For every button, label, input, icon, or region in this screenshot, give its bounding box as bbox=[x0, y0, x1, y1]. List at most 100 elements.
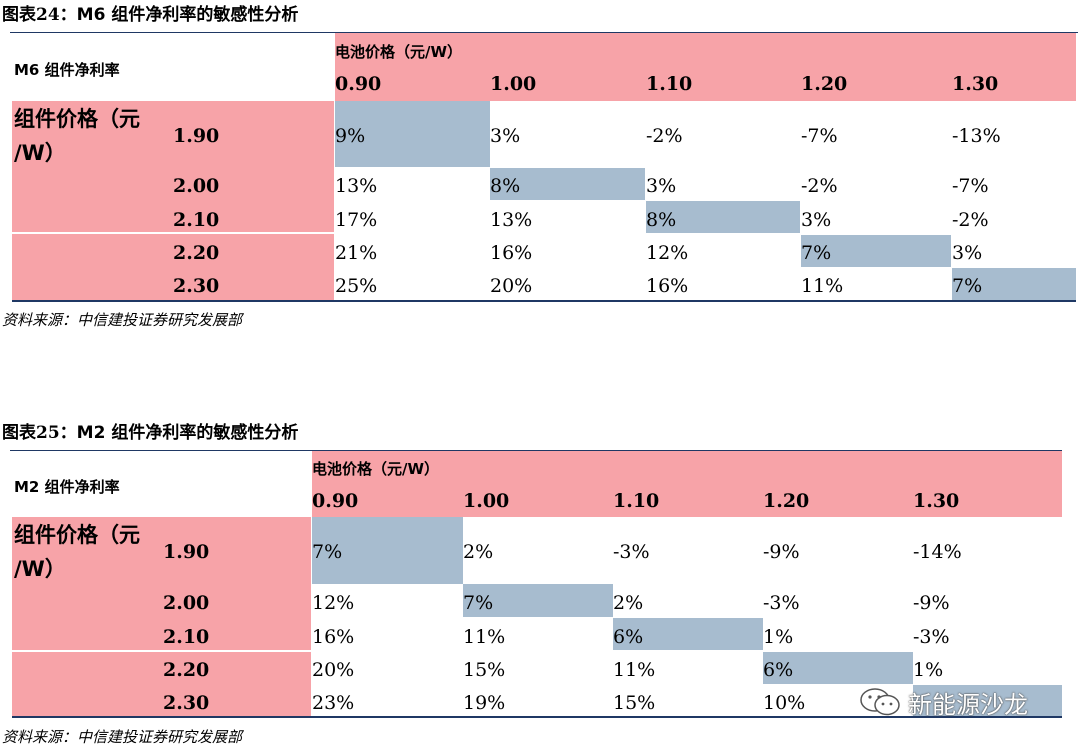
table-cell: 21% bbox=[335, 242, 378, 264]
table-cell: 15% bbox=[613, 692, 656, 714]
row-header-label: 组件价格（元 bbox=[14, 523, 140, 547]
table-cell: 17% bbox=[335, 209, 378, 231]
table-cell: -14% bbox=[913, 541, 962, 563]
table-cell: 23% bbox=[312, 692, 355, 714]
table-cell: -7% bbox=[952, 175, 989, 197]
table-cell: 13% bbox=[490, 209, 533, 231]
table-cell: -9% bbox=[763, 541, 800, 563]
row-value: 2.10 bbox=[163, 626, 210, 648]
table-cell: 10% bbox=[763, 692, 806, 714]
row-value: 2.30 bbox=[163, 692, 210, 714]
row-divider bbox=[12, 232, 334, 234]
table-cell: 16% bbox=[646, 275, 689, 297]
table-caption: 图表25：M2 组件净利率的敏感性分析 bbox=[2, 423, 299, 443]
table-cell: 16% bbox=[312, 626, 355, 648]
table-cell: 1% bbox=[763, 626, 794, 648]
diagonal-highlight bbox=[763, 652, 913, 684]
col-header-label: 电池价格（元/W） bbox=[335, 43, 463, 61]
row-header-label: /W） bbox=[14, 141, 66, 165]
col-header-band bbox=[335, 33, 1076, 101]
top-rule bbox=[10, 32, 1078, 33]
col-header-label: 电池价格（元/W） bbox=[312, 460, 440, 478]
table-cell: -7% bbox=[801, 125, 838, 147]
row-value: 2.00 bbox=[173, 175, 220, 197]
table-cell: -3% bbox=[763, 592, 800, 614]
bottom-rule bbox=[12, 300, 1076, 302]
table-cell: 12% bbox=[646, 242, 689, 264]
table-cell: 9% bbox=[335, 125, 366, 147]
col-value: 1.00 bbox=[490, 73, 537, 95]
diagonal-highlight bbox=[335, 101, 490, 167]
table-cell: -3% bbox=[913, 626, 950, 648]
diagonal-highlight bbox=[952, 268, 1076, 300]
row-value: 2.30 bbox=[173, 275, 220, 297]
table-cell: 20% bbox=[312, 659, 355, 681]
table-cell: 12% bbox=[312, 592, 355, 614]
watermark-text: 新能源沙龙 bbox=[908, 690, 1028, 719]
table-cell: 3% bbox=[952, 242, 983, 264]
table-cell: 8% bbox=[646, 209, 677, 231]
table-cell: 3% bbox=[490, 125, 521, 147]
table-cell: 3% bbox=[801, 209, 832, 231]
row-divider bbox=[12, 650, 311, 652]
col-value: 1.30 bbox=[952, 73, 999, 95]
col-value: 1.10 bbox=[613, 490, 660, 512]
table-cell: 11% bbox=[613, 659, 656, 681]
source-note: 资料来源：中信建投证券研究发展部 bbox=[2, 728, 243, 746]
row-value: 1.90 bbox=[173, 125, 220, 147]
table-cell: 2% bbox=[463, 541, 494, 563]
table-cell: -2% bbox=[801, 175, 838, 197]
wechat-icon bbox=[860, 688, 900, 716]
row-header-band bbox=[12, 517, 311, 716]
table-cell: -13% bbox=[952, 125, 1001, 147]
table-cell: 2% bbox=[613, 592, 644, 614]
table-cell: -2% bbox=[952, 209, 989, 231]
table-cell: 8% bbox=[490, 175, 521, 197]
table-cell: 25% bbox=[335, 275, 378, 297]
bottom-rule bbox=[12, 716, 1062, 718]
table-cell: 7% bbox=[312, 541, 343, 563]
col-value: 0.90 bbox=[335, 73, 382, 95]
row-value: 1.90 bbox=[163, 541, 210, 563]
watermark: 新能源沙龙 bbox=[858, 684, 1028, 720]
row-value: 2.20 bbox=[173, 242, 220, 264]
diagonal-highlight bbox=[463, 584, 613, 617]
table-cell: -2% bbox=[646, 125, 683, 147]
row-header-label: 组件价格（元 bbox=[14, 107, 140, 131]
col-value: 1.30 bbox=[913, 490, 960, 512]
diagonal-highlight bbox=[801, 235, 951, 267]
table-cell: -9% bbox=[913, 592, 950, 614]
corner-label: M2 组件净利率 bbox=[14, 478, 120, 496]
row-value: 2.20 bbox=[163, 659, 210, 681]
row-header-band bbox=[12, 101, 334, 301]
row-header-label: /W） bbox=[14, 557, 66, 581]
table-cell: 1% bbox=[913, 659, 944, 681]
table-cell: 11% bbox=[463, 626, 506, 648]
source-note: 资料来源：中信建投证券研究发展部 bbox=[2, 311, 243, 329]
table-cell: 6% bbox=[613, 626, 644, 648]
col-value: 1.20 bbox=[763, 490, 810, 512]
table-cell: 7% bbox=[801, 242, 832, 264]
diagonal-highlight bbox=[312, 517, 463, 584]
col-value: 1.10 bbox=[646, 73, 693, 95]
table-cell: 13% bbox=[335, 175, 378, 197]
row-value: 2.00 bbox=[163, 592, 210, 614]
table-cell: -3% bbox=[613, 541, 650, 563]
table-cell: 3% bbox=[646, 175, 677, 197]
diagonal-highlight bbox=[913, 685, 1062, 716]
table-cell: 19% bbox=[463, 692, 506, 714]
corner-label: M6 组件净利率 bbox=[14, 61, 120, 79]
table-cell: 7% bbox=[463, 592, 494, 614]
table-cell: 16% bbox=[490, 242, 533, 264]
diagonal-highlight bbox=[646, 201, 800, 233]
table-cell: 15% bbox=[463, 659, 506, 681]
top-rule bbox=[10, 450, 1062, 451]
col-value: 1.00 bbox=[463, 490, 510, 512]
col-header-band bbox=[312, 451, 1062, 517]
table-cell: 11% bbox=[801, 275, 844, 297]
diagonal-highlight bbox=[490, 168, 645, 200]
table-caption: 图表24：M6 组件净利率的敏感性分析 bbox=[2, 5, 299, 25]
diagonal-highlight bbox=[613, 618, 763, 650]
table-cell: 7% bbox=[952, 275, 983, 297]
col-value: 1.20 bbox=[801, 73, 848, 95]
